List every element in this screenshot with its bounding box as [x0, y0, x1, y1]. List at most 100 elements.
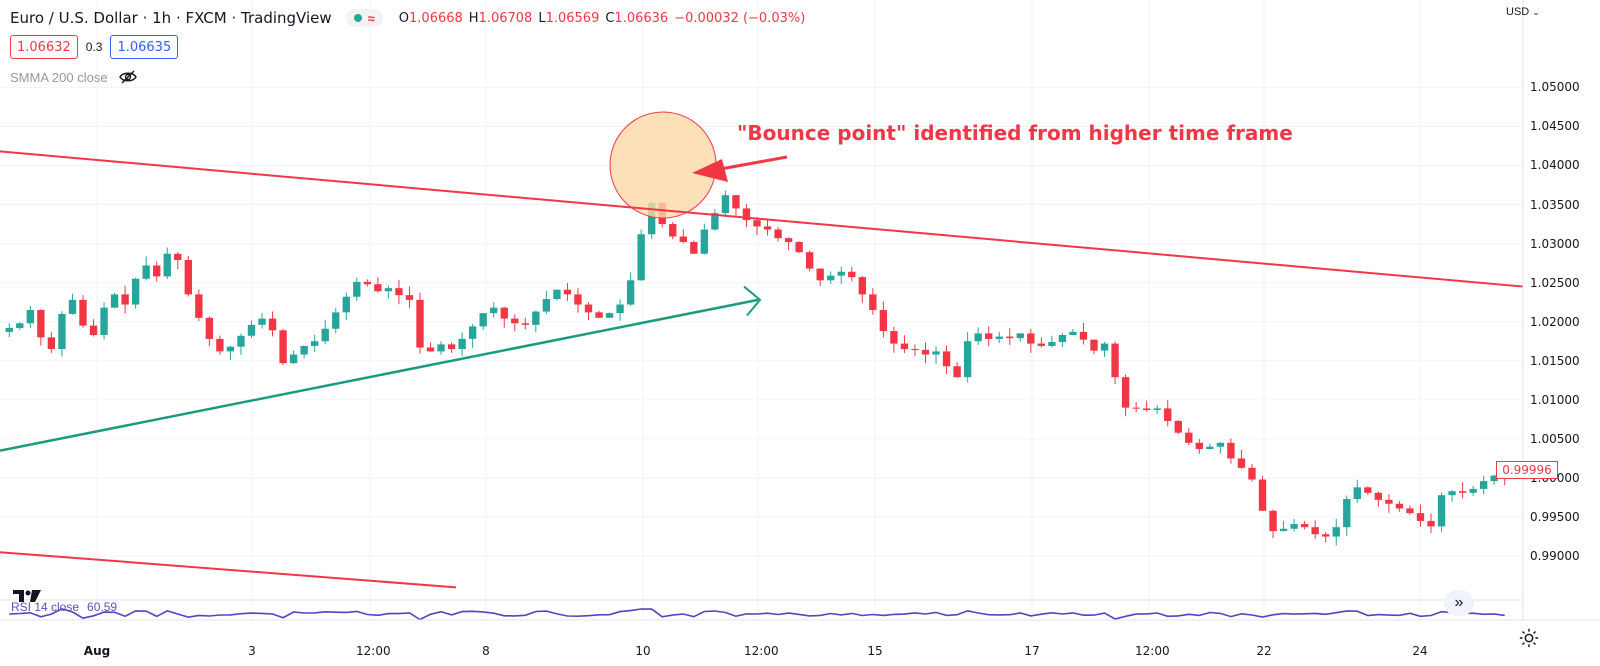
candle-down: [447, 344, 456, 350]
time-tick-label: 15: [867, 644, 883, 658]
time-tick-label: 24: [1412, 644, 1428, 658]
time-tick-label: Aug: [83, 644, 111, 658]
candle-up: [300, 345, 308, 355]
price-tick-label: 1.01000: [1530, 392, 1580, 407]
candle-up: [721, 195, 730, 214]
candle-down: [1090, 339, 1098, 351]
candle-down: [563, 289, 572, 295]
candle-down: [1121, 377, 1130, 408]
candle-up: [626, 280, 635, 305]
candle-up: [542, 299, 551, 312]
time-tick-label: 12:00: [356, 644, 391, 658]
candle-up: [16, 323, 24, 328]
time-tick-label: 17: [1024, 644, 1040, 658]
candle-down: [1142, 408, 1151, 410]
candle-up: [1279, 528, 1288, 532]
candle-down: [732, 195, 740, 209]
candle-up: [332, 312, 340, 329]
candle-down: [753, 220, 761, 227]
rsi-value: 60.59: [87, 600, 118, 614]
ohlc-item: L1.06569: [538, 11, 599, 26]
annotation-arrow-shaft: [714, 155, 788, 172]
candle-up: [458, 338, 466, 350]
symbol-title[interactable]: Euro / U.S. Dollar · 1h · FXCM · Trading…: [10, 9, 332, 27]
candle-down: [37, 310, 45, 338]
candle-down: [879, 310, 888, 332]
candle-up: [1016, 333, 1024, 339]
candle-series: [5, 190, 1509, 546]
candle-up: [479, 313, 487, 327]
bounce-annotation[interactable]: "Bounce point" identified from higher ti…: [737, 121, 1293, 145]
candle-up: [247, 324, 256, 336]
spread-value: 0.3: [85, 40, 103, 54]
chevron-down-icon: ⌄: [1532, 6, 1540, 17]
price-tick-label: 1.04500: [1530, 119, 1580, 134]
price-tick-label: 1.03500: [1530, 197, 1580, 212]
tradingview-logo-icon[interactable]: [12, 588, 42, 604]
gear-icon[interactable]: [1518, 627, 1540, 649]
currency-label: USD: [1506, 6, 1530, 18]
candle-down: [1027, 333, 1035, 344]
candle-up: [1437, 495, 1446, 527]
candle-down: [1300, 524, 1309, 528]
price-tick-label: 1.05000: [1530, 80, 1580, 95]
candle-up: [1332, 527, 1340, 537]
quote-row: 1.06632 0.3 1.06635: [10, 35, 179, 59]
candle-down: [184, 260, 192, 295]
candle-up: [163, 253, 171, 277]
ohlc-item: H1.06708: [469, 11, 533, 26]
candle-up: [1490, 475, 1498, 482]
candle-down: [795, 242, 803, 253]
support-arrow-head: [743, 285, 762, 317]
rsi-legend[interactable]: RSI 14 close 60.59: [11, 600, 117, 614]
candle-up: [1206, 446, 1214, 450]
time-tick-label: 12:00: [744, 644, 779, 658]
ohlc-key: H: [468, 10, 479, 26]
candle-down: [742, 208, 751, 221]
candle-up: [1058, 335, 1067, 343]
ohlc-value: −0.00032 (−0.03%): [674, 10, 806, 26]
ohlc-value: 1.06569: [545, 10, 600, 26]
time-tick-label: 12:00: [1135, 644, 1170, 658]
candle-up: [321, 328, 329, 342]
price-tick-label: 1.02000: [1530, 314, 1580, 329]
candle-down: [1322, 534, 1330, 537]
ohlc-item: O1.06668: [399, 11, 463, 26]
price-tick-label: 1.01500: [1530, 353, 1580, 368]
candle-up: [490, 307, 498, 314]
candle-up: [237, 335, 245, 347]
candle-down: [816, 268, 824, 281]
candle-down: [1374, 492, 1383, 500]
candle-down: [363, 281, 372, 285]
indicator-label[interactable]: SMMA 200 close: [10, 69, 108, 85]
candle-up: [342, 296, 350, 313]
eye-slash-icon[interactable]: [118, 69, 138, 85]
candle-up: [1290, 524, 1298, 529]
time-tick-label: 10: [635, 644, 651, 658]
candle-down: [1385, 499, 1393, 504]
candle-down: [1406, 508, 1414, 514]
support-trend-line: [0, 298, 759, 452]
candle-up: [647, 202, 656, 235]
scroll-to-realtime-button[interactable]: »: [1444, 590, 1474, 616]
candle-down: [690, 242, 698, 254]
candle-down: [1269, 510, 1277, 532]
candle-down: [774, 229, 782, 239]
candle-up: [932, 351, 940, 355]
candle-down: [595, 312, 603, 318]
sell-button[interactable]: 1.06632: [10, 35, 78, 59]
currency-select[interactable]: USD ⌄: [1506, 6, 1540, 18]
candle-up: [258, 318, 266, 325]
candle-up: [110, 294, 119, 308]
market-status-pill[interactable]: ≈: [345, 9, 383, 27]
buy-button[interactable]: 1.06635: [110, 35, 179, 59]
last-price-tag: 0.99996: [1496, 461, 1558, 479]
trend-lines[interactable]: [0, 111, 1524, 589]
rsi-line: [9, 608, 1505, 621]
candle-down: [1258, 479, 1267, 511]
candle-up: [353, 281, 361, 297]
candle-up: [1448, 491, 1456, 496]
candle-down: [1195, 442, 1204, 450]
candle-down: [911, 349, 919, 351]
